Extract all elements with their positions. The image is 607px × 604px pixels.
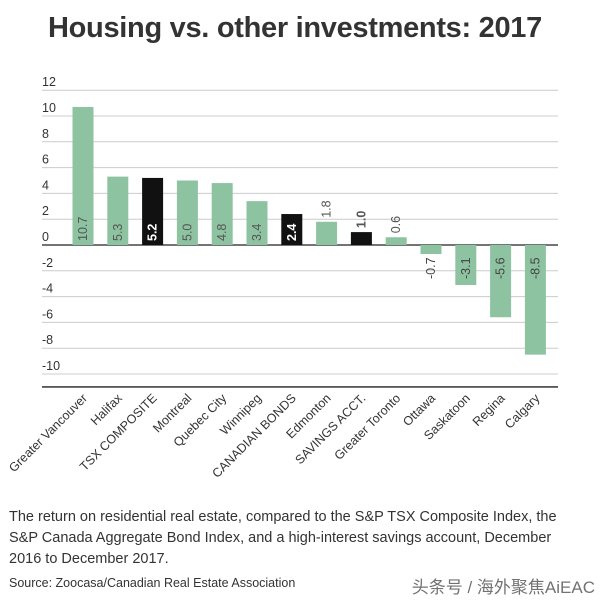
value-label: -3.1 [459, 257, 473, 279]
value-label: 1.8 [320, 200, 334, 217]
bar-montreal [176, 180, 198, 245]
x-tick-label: Regina [470, 391, 508, 429]
bar-tsx-composite [142, 177, 164, 245]
y-tick-label: 4 [42, 178, 49, 192]
bar-canadian-bonds [281, 214, 303, 245]
bars [72, 106, 546, 355]
bar-quebec-city [211, 183, 233, 245]
bar-greater-toronto [385, 237, 407, 245]
value-label: 1.0 [354, 211, 368, 228]
chart-source: Source: Zoocasa/Canadian Real Estate Ass… [9, 576, 296, 590]
value-labels: 10.7 5.3 5.2 5.0 4.8 3.4 2.4 1.8 1.0 0.6 -0.7 -3.1 -… [76, 200, 542, 279]
bar-edmonton [316, 221, 338, 245]
value-label: 2.4 [285, 224, 299, 241]
gridlines [42, 89, 558, 388]
y-tick-label: -6 [42, 307, 53, 321]
chart-caption: The return on residential real estate, c… [9, 509, 557, 567]
bar-winnipeg [246, 201, 268, 245]
bar-chart: 12 10 8 6 4 2 0 -2 -4 -6 -8 -10 10.7 5.3 5.2 5.0 4.8 3.4… [6, 75, 558, 481]
value-label: 3.4 [250, 224, 264, 241]
value-label: 10.7 [76, 217, 90, 241]
bar-halifax [107, 176, 129, 245]
bar-regina [490, 245, 512, 318]
y-tick-label: 12 [42, 75, 56, 89]
y-tick-label: 8 [42, 127, 49, 141]
value-label: 5.3 [111, 224, 125, 241]
value-label: -5.6 [494, 257, 508, 279]
y-tick-label: 0 [42, 230, 49, 244]
y-tick-label: 6 [42, 153, 49, 167]
watermark: 头条号 / 海外聚焦AiEAC [411, 578, 595, 597]
bar-ottawa [420, 245, 442, 255]
y-tick-label: -2 [42, 256, 53, 270]
value-label: 5.0 [180, 224, 194, 241]
y-tick-label: -10 [42, 359, 60, 373]
value-label: 5.2 [146, 224, 160, 241]
y-tick-label: -4 [42, 282, 53, 296]
value-label: 0.6 [389, 216, 403, 233]
value-label: 4.8 [215, 224, 229, 241]
chart-title: Housing vs. other investments: 2017 [48, 12, 542, 44]
y-tick-label: -8 [42, 333, 53, 347]
x-tick-label: Calgary [502, 391, 543, 432]
value-label: -8.5 [528, 257, 542, 279]
bar-savings-acct [350, 232, 372, 245]
bar-greater-vancouver [72, 106, 94, 245]
bar-calgary [524, 245, 546, 355]
y-tick-label: 10 [42, 101, 56, 115]
y-tick-label: 2 [42, 204, 49, 218]
bar-saskatoon [455, 245, 477, 285]
y-axis: 12 10 8 6 4 2 0 -2 -4 -6 -8 -10 [42, 75, 60, 373]
value-label: -0.7 [424, 257, 438, 279]
